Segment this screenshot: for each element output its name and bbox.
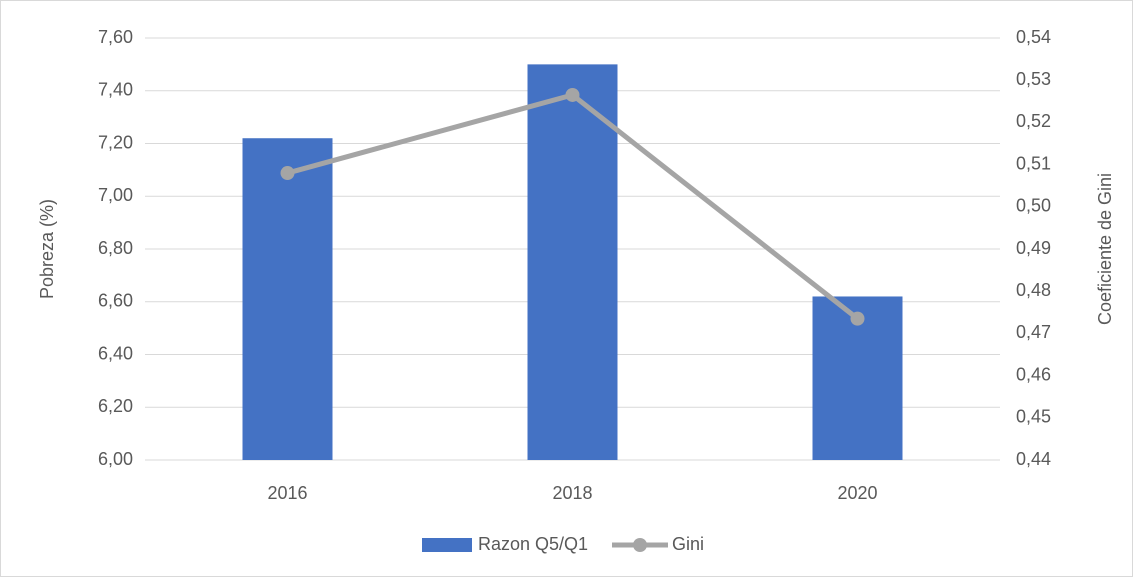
legend-label: Gini [672,534,704,554]
y2-tick-label: 0,54 [1016,27,1051,47]
y-tick-label: 6,20 [98,396,133,416]
y2-tick-label: 0,45 [1016,407,1051,427]
x-tick-label: 2020 [837,483,877,503]
bar [242,138,333,460]
y2-tick-label: 0,49 [1016,238,1051,258]
y2-tick-label: 0,52 [1016,111,1051,131]
y-tick-label: 7,00 [98,185,133,205]
line-marker [850,311,865,326]
x-tick-label: 2016 [267,483,307,503]
y-tick-label: 6,00 [98,449,133,469]
y-tick-label: 6,60 [98,291,133,311]
y-tick-label: 6,80 [98,238,133,258]
y-axis-label: Pobreza (%) [37,199,57,299]
y2-tick-label: 0,47 [1016,322,1051,342]
legend-marker [633,538,647,552]
y2-tick-label: 0,44 [1016,449,1051,469]
legend-label: Razon Q5/Q1 [478,534,588,554]
bar [527,64,618,460]
legend-swatch [422,538,472,552]
y2-tick-label: 0,48 [1016,280,1051,300]
y-tick-label: 6,40 [98,343,133,363]
y2-tick-label: 0,51 [1016,153,1051,173]
y-tick-label: 7,40 [98,80,133,100]
line-marker [280,166,295,181]
y2-axis-label: Coeficiente de Gini [1095,173,1115,325]
y2-tick-label: 0,46 [1016,364,1051,384]
y2-tick-label: 0,53 [1016,69,1051,89]
y-tick-label: 7,60 [98,27,133,47]
y-tick-label: 7,20 [98,132,133,152]
y2-tick-label: 0,50 [1016,196,1051,216]
line-marker [565,87,580,102]
x-tick-label: 2018 [552,483,592,503]
